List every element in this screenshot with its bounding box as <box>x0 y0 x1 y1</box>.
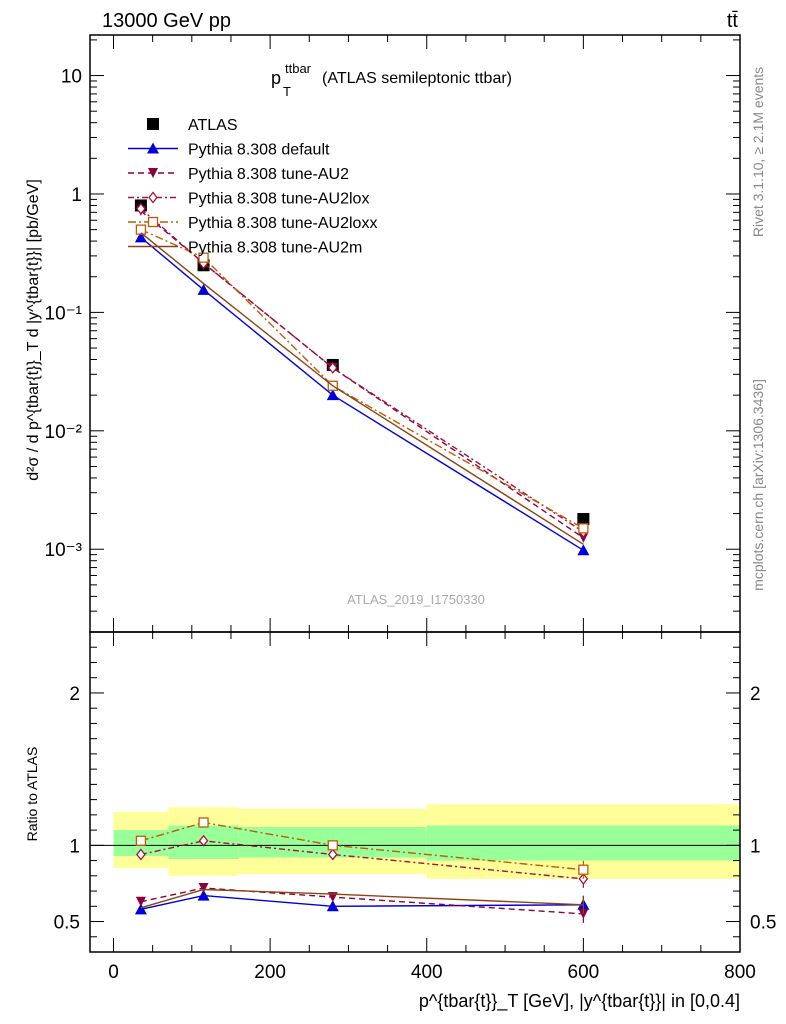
legend: ATLAS Pythia 8.308 default Pythia 8.308 tu… <box>128 117 377 257</box>
ratio-pythia-8-308-tune-au2loxx-point <box>327 840 338 851</box>
ratio-pythia-8-308-tune-au2-point <box>198 883 209 893</box>
ratio-pythia-8-308-tune-au2loxx-point <box>198 817 209 828</box>
pythia-8-308-tune-au2m-line <box>140 232 584 545</box>
pythia-8-308-tune-au2-line <box>140 210 584 539</box>
ratio-y-tick-label: 0.5 <box>54 913 80 934</box>
pythia-8-308-tune-au2lox-point <box>327 361 338 374</box>
ratio-pythia-8-308-tune-au2lox-point <box>327 848 338 861</box>
legend-atlas-marker <box>147 118 159 130</box>
ratio-pythia-8-308-tune-au2lox-point <box>136 848 146 861</box>
ratio-ylabel: Ratio to ATLAS <box>24 747 40 842</box>
main-ylabel: d²σ / d p^{tbar{t}}_T d |y^{tbar{t}}| [p… <box>25 179 42 481</box>
ratio-y-tick-label-right: 1 <box>750 836 761 857</box>
ratio-pythia-8-308-tune-au2-point <box>135 896 146 907</box>
header-right: tt̄ <box>727 10 739 32</box>
pythia-8-308-tune-au2loxx-point <box>135 224 147 235</box>
ratio-pythia-8-308-tune-au2loxx-point <box>135 835 147 846</box>
pythia-8-308-tune-au2loxx-line <box>140 228 584 530</box>
y-tick-label: 10⁻³ <box>45 540 83 561</box>
ratio-y-tick-label: 2 <box>69 684 80 705</box>
x-axis-label: p^{tbar{t}}_T [GeV], |y^{tbar{t}}| in [0… <box>419 991 740 1012</box>
title-sub: T <box>283 84 291 99</box>
pythia-8-308-tune-au2loxx-point <box>578 523 589 534</box>
ratio-pythia-8-308-default-point <box>326 900 339 912</box>
rivet-label: Rivet 3.1.10, ≥ 2.1M events <box>750 67 766 237</box>
x-tick-label: 400 <box>411 962 443 983</box>
title-p: p <box>271 68 281 88</box>
ratio-pythia-8-308-default-line <box>140 894 584 910</box>
ratio-pythia-8-308-tune-au2loxx-line <box>140 821 584 871</box>
ratio-y-tick-label-right: 0.5 <box>750 913 776 934</box>
ratio-pythia-8-308-default-point <box>134 903 147 915</box>
pythia-8-308-default-point <box>197 283 210 295</box>
legend-pythia-8-308-default-marker <box>147 142 159 154</box>
ratio-pythia-8-308-tune-au2-point <box>578 908 589 919</box>
legend-pythia-8-308-tune-au2-label: Pythia 8.308 tune-AU2 <box>188 166 349 183</box>
pythia-8-308-default-point <box>577 544 590 556</box>
header-left: 13000 GeV pp <box>102 10 231 32</box>
legend-pythia-8-308-default-label: Pythia 8.308 default <box>188 142 330 159</box>
watermark: ATLAS_2019_I1750330 <box>347 592 485 607</box>
pythia-8-308-default-line <box>140 236 584 551</box>
ratio-y-tick-label-right: 2 <box>750 684 761 705</box>
legend-pythia-8-308-tune-au2m-label: Pythia 8.308 tune-AU2m <box>188 240 362 257</box>
ratio-pythia-8-308-tune-au2lox-line <box>140 840 584 880</box>
legend-pythia-8-308-tune-au2-marker <box>148 168 158 178</box>
ratio-pythia-8-308-tune-au2lox-point <box>198 834 209 847</box>
legend-pythia-8-308-tune-au2lox-label: Pythia 8.308 tune-AU2lox <box>188 191 369 208</box>
legend-pythia-8-308-tune-au2loxx-label: Pythia 8.308 tune-AU2loxx <box>188 215 377 232</box>
ratio-pythia-8-308-tune-au2m-line <box>140 888 584 909</box>
legend-pythia-8-308-tune-au2lox-marker <box>148 191 158 204</box>
y-tick-label: 10 <box>61 67 82 88</box>
pythia-8-308-default-point <box>326 389 339 401</box>
title-sup: ttbar <box>285 61 312 76</box>
y-tick-label: 10⁻¹ <box>45 303 83 324</box>
ratio-pythia-8-308-tune-au2loxx-point <box>578 864 589 875</box>
x-tick-label: 200 <box>254 962 286 983</box>
pythia-8-308-tune-au2lox-point <box>136 202 146 215</box>
x-tick-label: 800 <box>724 962 756 983</box>
title-rest: (ATLAS semileptonic ttbar) <box>322 70 512 87</box>
ratio-pythia-8-308-default-point <box>197 889 210 901</box>
legend-atlas-label: ATLAS <box>188 117 238 134</box>
ratio-panel: 0.5 0.5 1 1 2 2 0 200 400 600 800 <box>54 631 776 983</box>
y-tick-label: 10⁻² <box>45 422 83 443</box>
main-panel: 10⁻³ 10⁻² 10⁻¹ 1 10 p ttbar T (ATLAS semilep… <box>45 34 741 633</box>
ratio-pythia-8-308-tune-au2lox-point <box>578 872 589 885</box>
uncertainty-band-inner <box>426 825 740 861</box>
ratio-y-tick-label: 1 <box>69 836 80 857</box>
atlas-point <box>577 512 590 525</box>
mcplots-label: mcplots.cern.ch [arXiv:1306.3436] <box>750 379 766 591</box>
ratio-pythia-8-308-tune-au2-line <box>140 887 584 915</box>
pythia-8-308-default-point <box>134 231 147 243</box>
x-tick-label: 0 <box>108 962 119 983</box>
legend-pythia-8-308-tune-au2loxx-marker <box>147 216 159 228</box>
ratio-frame <box>89 631 741 953</box>
y-tick-label: 1 <box>71 185 82 206</box>
plot-title: p ttbar T (ATLAS semileptonic ttbar) <box>271 61 512 99</box>
pythia-8-308-tune-au2loxx-point <box>198 252 209 263</box>
x-tick-label: 600 <box>568 962 600 983</box>
